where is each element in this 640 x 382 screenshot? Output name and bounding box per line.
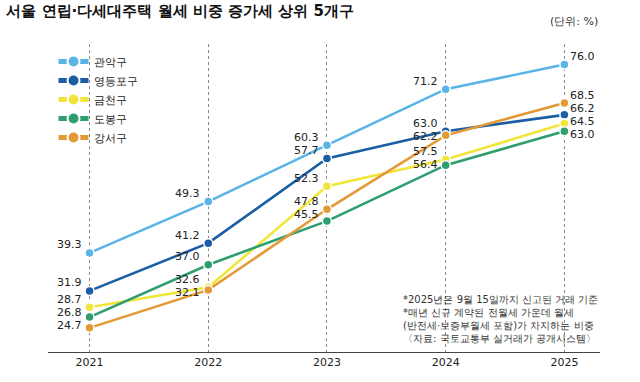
svg-text:62.2: 62.2 bbox=[413, 130, 438, 143]
svg-text:32.1: 32.1 bbox=[175, 286, 200, 299]
svg-text:24.7: 24.7 bbox=[57, 319, 82, 332]
svg-text:28.7: 28.7 bbox=[57, 293, 82, 306]
svg-text:2021: 2021 bbox=[76, 356, 104, 369]
svg-text:57.5: 57.5 bbox=[413, 145, 438, 158]
svg-text:2022: 2022 bbox=[194, 356, 222, 369]
svg-text:76.0: 76.0 bbox=[570, 50, 595, 63]
svg-text:2025: 2025 bbox=[550, 356, 578, 369]
svg-text:68.5: 68.5 bbox=[570, 89, 595, 102]
svg-text:56.4: 56.4 bbox=[413, 158, 438, 171]
svg-text:64.5: 64.5 bbox=[570, 115, 595, 128]
svg-text:47.8: 47.8 bbox=[294, 195, 319, 208]
svg-text:관악구: 관악구 bbox=[94, 56, 127, 69]
svg-text:66.2: 66.2 bbox=[570, 102, 595, 115]
svg-text:71.2: 71.2 bbox=[413, 75, 438, 88]
svg-text:(단위: %): (단위: %) bbox=[550, 15, 598, 28]
svg-text:금천구: 금천구 bbox=[94, 94, 127, 107]
svg-text:41.2: 41.2 bbox=[175, 229, 200, 242]
svg-text:31.9: 31.9 bbox=[57, 276, 82, 289]
svg-text:63.0: 63.0 bbox=[570, 128, 595, 141]
svg-text:57.7: 57.7 bbox=[294, 144, 319, 157]
svg-text:52.3: 52.3 bbox=[294, 172, 319, 185]
svg-text:*2025년은 9월 15일까지 신고된 거래 기준*매년: *2025년은 9월 15일까지 신고된 거래 기준*매년 신규 계약된 전월세… bbox=[403, 294, 598, 344]
svg-text:63.0: 63.0 bbox=[413, 117, 438, 130]
svg-text:49.3: 49.3 bbox=[175, 187, 200, 200]
svg-text:2023: 2023 bbox=[313, 356, 341, 369]
svg-text:39.3: 39.3 bbox=[57, 238, 82, 251]
svg-text:26.8: 26.8 bbox=[57, 306, 82, 319]
svg-text:영등포구: 영등포구 bbox=[94, 75, 138, 88]
svg-text:45.5: 45.5 bbox=[294, 208, 319, 221]
svg-text:60.3: 60.3 bbox=[294, 131, 319, 144]
svg-text:37.0: 37.0 bbox=[175, 250, 200, 263]
svg-text:2024: 2024 bbox=[432, 356, 460, 369]
svg-text:도봉구: 도봉구 bbox=[94, 113, 127, 126]
svg-text:서울 연립·다세대주택 월세 비중 증가세 상위 5개구: 서울 연립·다세대주택 월세 비중 증가세 상위 5개구 bbox=[6, 2, 353, 20]
svg-text:32.6: 32.6 bbox=[175, 273, 200, 286]
svg-text:강서구: 강서구 bbox=[94, 132, 127, 145]
